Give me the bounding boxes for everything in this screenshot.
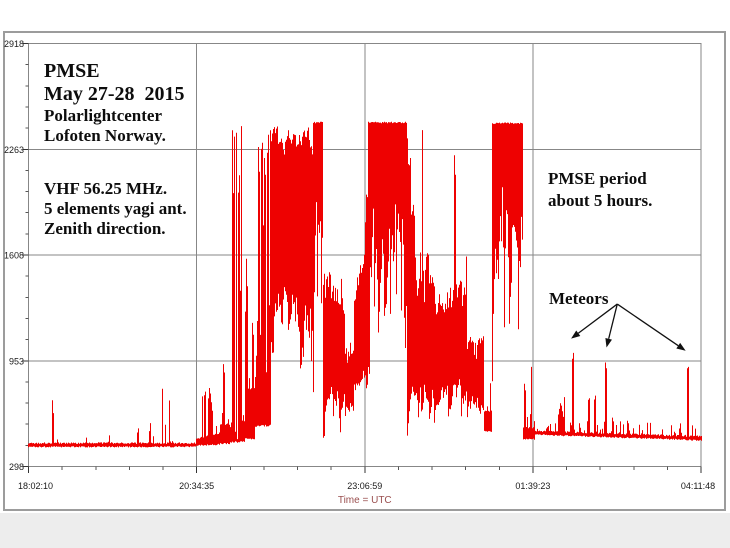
station-info-text: PMSE May 27-28 2015 Polarlightcenter Lof…: [44, 60, 185, 146]
y-tick-label: 298: [9, 462, 24, 472]
x-tick-label: 18:02:10: [18, 481, 53, 491]
pmse-period-line: about 5 hours.: [548, 191, 653, 210]
y-tick-label: 2918: [4, 39, 24, 49]
x-axis-title: Time = UTC: [338, 495, 392, 506]
meteor-arrow-line: [608, 303, 618, 339]
meteors-label: Meteors: [549, 289, 609, 308]
antenna-info-text: VHF 56.25 MHz. 5 elements yagi ant. Zeni…: [44, 179, 187, 239]
station-info-line: Polarlightcenter: [44, 106, 163, 125]
station-info-line: Lofoten Norway.: [44, 126, 166, 145]
x-tick-label: 01:39:23: [515, 481, 550, 491]
meteor-arrow-head: [571, 330, 581, 339]
antenna-info-line: VHF 56.25 MHz.: [44, 179, 168, 198]
meteor-arrow-head: [676, 342, 686, 351]
meteor-arrow-line: [616, 303, 679, 347]
station-info-line: May 27-28 2015: [44, 83, 185, 105]
meteor-arrow-head: [605, 337, 612, 348]
signal-trace: [28, 121, 702, 448]
antenna-info-line: 5 elements yagi ant.: [44, 199, 187, 218]
pmse-period-line: PMSE period: [548, 169, 647, 188]
x-tick-label: 20:34:35: [179, 481, 214, 491]
y-tick-label: 1608: [4, 251, 24, 261]
y-tick-label: 2263: [4, 145, 24, 155]
pmse-period-text: PMSE period about 5 hours.: [548, 168, 652, 212]
x-tick-label: 23:06:59: [347, 481, 382, 491]
window-bottom-margin: [0, 513, 730, 548]
y-tick-label: 953: [9, 356, 24, 366]
antenna-info-line: Zenith direction.: [44, 219, 166, 238]
x-tick-label: 04:11:48: [681, 481, 715, 491]
meteor-arrow-line: [577, 303, 618, 334]
station-info-line: PMSE: [44, 60, 100, 82]
